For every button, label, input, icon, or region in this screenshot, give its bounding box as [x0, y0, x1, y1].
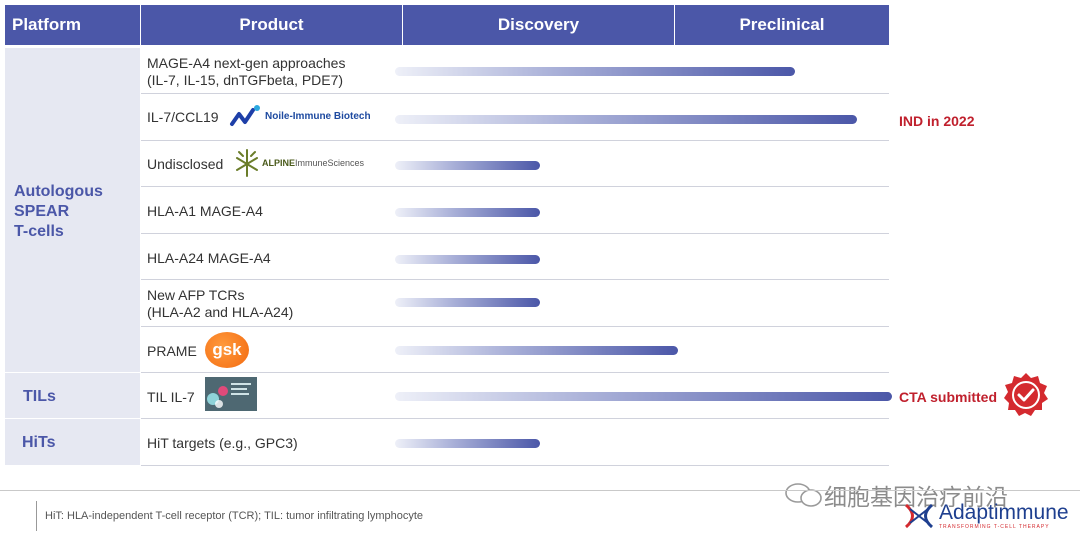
- platform-autologous-cell: Autologous SPEAR T-cells: [5, 48, 140, 372]
- partner-logo-image: [205, 377, 257, 411]
- row-label: HLA-A1 MAGE-A4: [147, 203, 263, 219]
- header-platform-label: Platform: [12, 15, 81, 34]
- footnote-text: HiT: HLA-independent T-cell receptor (TC…: [45, 510, 424, 522]
- pipeline-row-prame: PRAME gsk: [141, 327, 889, 373]
- adaptimmune-mark-icon: [904, 503, 934, 529]
- row-label: HiT targets (e.g., GPC3): [147, 435, 298, 451]
- progress-bar: [395, 298, 540, 307]
- pipeline-row-hla-a24-mage-a4: HLA-A24 MAGE-A4: [141, 234, 889, 280]
- progress-bar: [395, 346, 678, 355]
- brand-name: Adaptimmune: [939, 501, 1069, 524]
- footnote: HiT: HLA-independent T-cell receptor (TC…: [36, 501, 423, 531]
- cta-note: CTA submitted: [899, 389, 997, 405]
- alpine-logo-subtext: ImmuneSciences: [295, 158, 365, 168]
- brand-tagline: TRANSFORMING T-CELL THERAPY: [939, 524, 1050, 530]
- progress-bar: [395, 161, 540, 170]
- pipeline-row-til-il7: TIL IL-7: [141, 373, 892, 419]
- pipeline-row-hit-targets: HiT targets (e.g., GPC3): [141, 419, 889, 466]
- platform-tils-label: TILs: [23, 388, 56, 405]
- header-platform: Platform: [5, 5, 140, 45]
- header-discovery-label: Discovery: [497, 15, 580, 34]
- header-preclinical: Preclinical: [675, 5, 889, 45]
- row-label-line: (HLA-A2 and HLA-A24): [147, 304, 294, 320]
- row-label: New AFP TCRs (HLA-A2 and HLA-A24): [147, 287, 293, 321]
- progress-bar: [395, 255, 540, 264]
- progress-bar: [395, 67, 795, 76]
- pipeline-row-new-afp-tcrs: New AFP TCRs (HLA-A2 and HLA-A24): [141, 280, 889, 327]
- platform-hits-label: HiTs: [22, 434, 56, 451]
- pipeline-row-il7-ccl19: IL-7/CCL19 Noile-Immune Biotech: [141, 94, 889, 141]
- platform-autologous-line3: T-cells: [14, 223, 64, 240]
- row-label-line: MAGE-A4 next-gen approaches: [147, 55, 346, 71]
- noile-mark-icon: [230, 105, 260, 126]
- alpine-mark-icon: [236, 149, 258, 177]
- ind-note: IND in 2022: [899, 113, 975, 129]
- progress-bar: [395, 439, 540, 448]
- alpine-logo: ALPINE ImmuneSciences: [233, 148, 364, 178]
- gsk-logo: gsk: [205, 332, 249, 368]
- watermark: 细胞基因治疗前沿: [784, 478, 1008, 512]
- footer-divider: [0, 490, 1080, 491]
- noile-logo: Noile-Immune Biotech: [229, 104, 371, 128]
- row-label: PRAME: [147, 343, 197, 359]
- header-product-label: Product: [239, 15, 304, 34]
- header-discovery: Discovery: [403, 5, 674, 45]
- header-preclinical-label: Preclinical: [739, 15, 825, 34]
- platform-tils-cell: TILs: [5, 373, 140, 418]
- platform-hits-cell: HiTs: [5, 419, 140, 465]
- adaptimmune-logo: Adaptimmune TRANSFORMING T-CELL THERAPY: [902, 501, 1069, 531]
- row-label: TIL IL-7: [147, 389, 195, 405]
- alpine-logo-text: ALPINE: [262, 158, 296, 168]
- row-label-line: New AFP TCRs: [147, 287, 245, 303]
- row-label: Undisclosed: [147, 156, 224, 172]
- pipeline-row-hla-a1-mage-a4: HLA-A1 MAGE-A4: [141, 187, 889, 234]
- wechat-icon: [785, 483, 822, 507]
- adaptimmune-wordmark: Adaptimmune TRANSFORMING T-CELL THERAPY: [939, 501, 1069, 531]
- partner-logo-graphic: [207, 383, 251, 408]
- platform-autologous-line1: Autologous: [14, 183, 103, 200]
- gsk-logo-text: gsk: [212, 340, 242, 359]
- row-label: MAGE-A4 next-gen approaches (IL-7, IL-15…: [147, 55, 345, 89]
- check-seal-icon: [1004, 373, 1048, 416]
- progress-bar: [395, 208, 540, 217]
- progress-bar: [395, 392, 892, 401]
- row-label-line: (IL-7, IL-15, dnTGFbeta, PDE7): [147, 72, 344, 88]
- platform-autologous-line2: SPEAR: [14, 203, 70, 220]
- noile-logo-text: Noile-Immune Biotech: [265, 110, 371, 122]
- row-label: HLA-A24 MAGE-A4: [147, 250, 271, 266]
- pipeline-row-mage-a4-next-gen: MAGE-A4 next-gen approaches (IL-7, IL-15…: [141, 48, 889, 94]
- pipeline-row-undisclosed: Undisclosed ALPINE ImmuneSciences: [141, 141, 889, 187]
- platform-autologous-label: Autologous SPEAR T-cells: [14, 182, 103, 242]
- watermark-text: 细胞基因治疗前沿: [824, 485, 1008, 511]
- row-label: IL-7/CCL19: [147, 109, 219, 125]
- progress-bar: [395, 115, 857, 124]
- header-product: Product: [141, 5, 402, 45]
